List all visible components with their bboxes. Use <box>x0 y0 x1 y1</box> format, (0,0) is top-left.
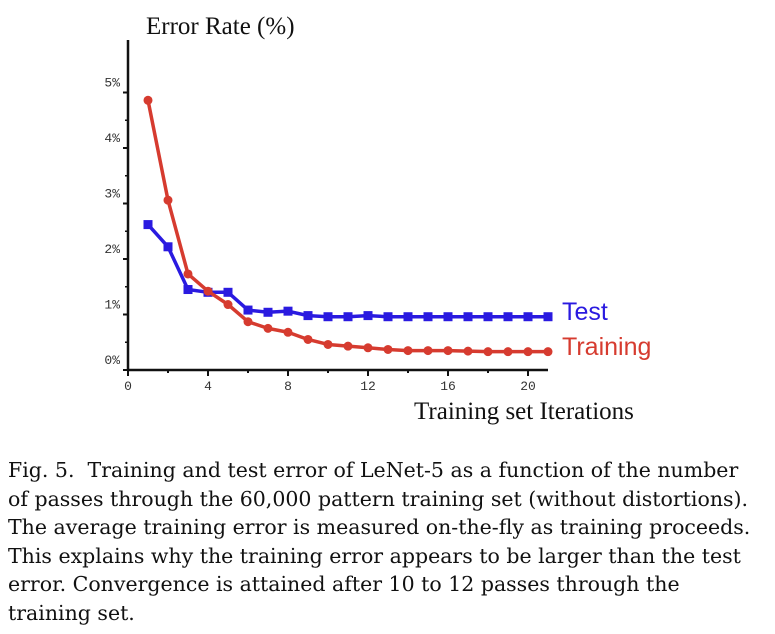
test-point <box>403 312 413 322</box>
training-point <box>183 269 193 279</box>
y-tick-label: 2% <box>104 242 120 257</box>
error-rate-chart: Error Rate (%) 0% 1% 2% 3% 4% 5% 0 4 8 12 16 20 Tes… <box>104 13 651 425</box>
x-tick-label: 12 <box>360 379 376 394</box>
test-point <box>323 312 333 322</box>
training-point <box>503 347 513 357</box>
training-point <box>223 300 233 310</box>
test-point <box>383 312 393 322</box>
legend-training-label: Training <box>562 333 651 361</box>
training-point <box>203 286 213 296</box>
test-point <box>463 312 473 322</box>
series-layer <box>143 95 553 357</box>
test-point <box>263 307 273 317</box>
y-axis-title: Error Rate (%) <box>146 13 295 40</box>
training-point <box>383 344 393 354</box>
training-point <box>403 346 413 356</box>
test-point <box>343 312 353 322</box>
caption-text: Training and test error of LeNet-5 as a … <box>8 458 751 625</box>
test-point <box>523 312 533 322</box>
y-tick-label: 4% <box>104 131 120 146</box>
y-tick-label: 0% <box>104 353 120 368</box>
training-point <box>283 327 293 337</box>
test-point <box>183 285 193 295</box>
test-point <box>163 242 173 252</box>
training-point <box>483 347 493 357</box>
x-tick-label: 20 <box>520 379 536 394</box>
test-point <box>303 311 313 321</box>
x-tick-label: 8 <box>284 379 292 394</box>
test-point <box>443 312 453 322</box>
caption-label: Fig. 5. <box>8 458 75 482</box>
x-tick-label: 0 <box>124 379 132 394</box>
training-point <box>303 334 313 344</box>
test-point <box>423 312 433 322</box>
training-point <box>323 339 333 349</box>
test-point <box>483 312 493 322</box>
training-point <box>343 341 353 351</box>
y-tick-label: 3% <box>104 187 120 202</box>
training-point <box>243 317 253 327</box>
test-point <box>363 311 373 321</box>
training-point <box>463 346 473 356</box>
legend-test-label: Test <box>562 298 608 326</box>
training-point <box>143 95 153 105</box>
x-tick-label: 16 <box>440 379 456 394</box>
test-point <box>243 305 253 315</box>
training-point <box>263 323 273 333</box>
ticks: 0% 1% 2% 3% 4% 5% 0 4 8 12 16 20 <box>104 76 535 395</box>
test-point <box>283 306 293 316</box>
test-line <box>146 223 548 319</box>
training-point <box>423 346 433 356</box>
test-point <box>503 312 513 322</box>
x-tick-label: 4 <box>204 379 212 394</box>
x-axis-title: Training set Iterations <box>414 398 634 425</box>
training-point <box>163 195 173 205</box>
training-point <box>543 347 553 357</box>
test-point <box>143 220 153 230</box>
figure-caption: Fig. 5. Training and test error of LeNet… <box>8 456 758 627</box>
y-tick-label: 5% <box>104 76 120 91</box>
training-point <box>443 346 453 356</box>
y-tick-label: 1% <box>104 298 120 313</box>
test-point <box>223 287 233 297</box>
test-point <box>543 312 553 322</box>
training-point <box>523 347 533 357</box>
training-point <box>363 343 373 353</box>
